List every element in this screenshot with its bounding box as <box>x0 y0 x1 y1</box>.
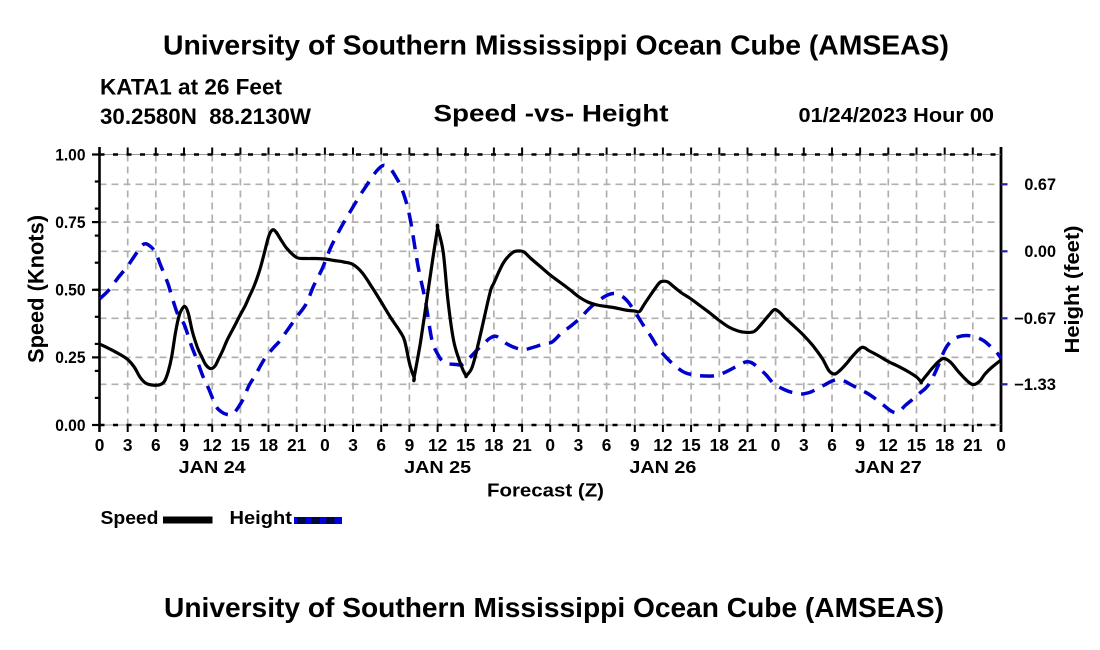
svg-text:21: 21 <box>512 435 532 455</box>
svg-text:1.00: 1.00 <box>55 146 85 164</box>
svg-text:−1.33: −1.33 <box>1014 376 1056 394</box>
svg-text:6: 6 <box>827 435 837 455</box>
svg-text:0: 0 <box>95 435 105 455</box>
svg-text:JAN 25: JAN 25 <box>404 457 471 477</box>
svg-text:6: 6 <box>376 435 386 455</box>
svg-text:18: 18 <box>484 435 504 455</box>
svg-text:0: 0 <box>996 435 1006 455</box>
svg-text:3: 3 <box>348 435 358 455</box>
svg-text:12: 12 <box>428 435 447 455</box>
svg-text:3: 3 <box>123 435 133 455</box>
svg-text:Forecast (Z): Forecast (Z) <box>487 481 604 501</box>
svg-text:15: 15 <box>907 435 927 455</box>
svg-text:18: 18 <box>710 435 730 455</box>
svg-text:Height (feet): Height (feet) <box>1062 226 1084 354</box>
svg-text:JAN 26: JAN 26 <box>629 457 696 477</box>
svg-text:JAN 24: JAN 24 <box>179 457 246 477</box>
svg-text:0.50: 0.50 <box>55 282 85 300</box>
svg-text:Speed (Knots): Speed (Knots) <box>24 215 49 363</box>
svg-text:12: 12 <box>203 435 222 455</box>
svg-text:18: 18 <box>935 435 955 455</box>
svg-text:University of Southern Mississ: University of Southern Mississippi Ocean… <box>163 29 949 61</box>
svg-text:KATA1 at 26 Feet: KATA1 at 26 Feet <box>100 75 283 100</box>
svg-text:Speed: Speed <box>101 508 159 528</box>
svg-text:21: 21 <box>287 435 307 455</box>
svg-text:15: 15 <box>456 435 476 455</box>
svg-text:6: 6 <box>602 435 612 455</box>
svg-text:0.00: 0.00 <box>55 417 85 435</box>
svg-text:12: 12 <box>879 435 898 455</box>
svg-text:0.25: 0.25 <box>55 349 85 367</box>
svg-text:JAN 27: JAN 27 <box>855 457 922 477</box>
svg-text:15: 15 <box>681 435 701 455</box>
svg-text:30.2580N 88.2130W: 30.2580N 88.2130W <box>100 104 312 129</box>
svg-text:0: 0 <box>320 435 330 455</box>
svg-text:9: 9 <box>855 435 865 455</box>
svg-text:6: 6 <box>151 435 161 455</box>
svg-text:15: 15 <box>231 435 251 455</box>
svg-text:0.67: 0.67 <box>1024 176 1056 194</box>
svg-text:18: 18 <box>259 435 279 455</box>
svg-text:9: 9 <box>405 435 415 455</box>
svg-text:0.00: 0.00 <box>1024 243 1056 261</box>
svg-text:University of Southern Mississ: University of Southern Mississippi Ocean… <box>164 591 944 623</box>
svg-text:12: 12 <box>653 435 672 455</box>
svg-text:Height: Height <box>230 508 293 528</box>
svg-text:9: 9 <box>179 435 189 455</box>
svg-text:3: 3 <box>574 435 584 455</box>
svg-text:9: 9 <box>630 435 640 455</box>
svg-text:0.75: 0.75 <box>55 214 85 232</box>
svg-text:21: 21 <box>963 435 983 455</box>
svg-text:−0.67: −0.67 <box>1014 310 1056 328</box>
svg-text:3: 3 <box>799 435 809 455</box>
svg-text:0: 0 <box>771 435 781 455</box>
svg-text:0: 0 <box>545 435 555 455</box>
svg-text:Speed -vs- Height: Speed -vs- Height <box>434 101 669 128</box>
svg-text:21: 21 <box>738 435 758 455</box>
svg-text:01/24/2023 Hour 00: 01/24/2023 Hour 00 <box>799 105 995 127</box>
